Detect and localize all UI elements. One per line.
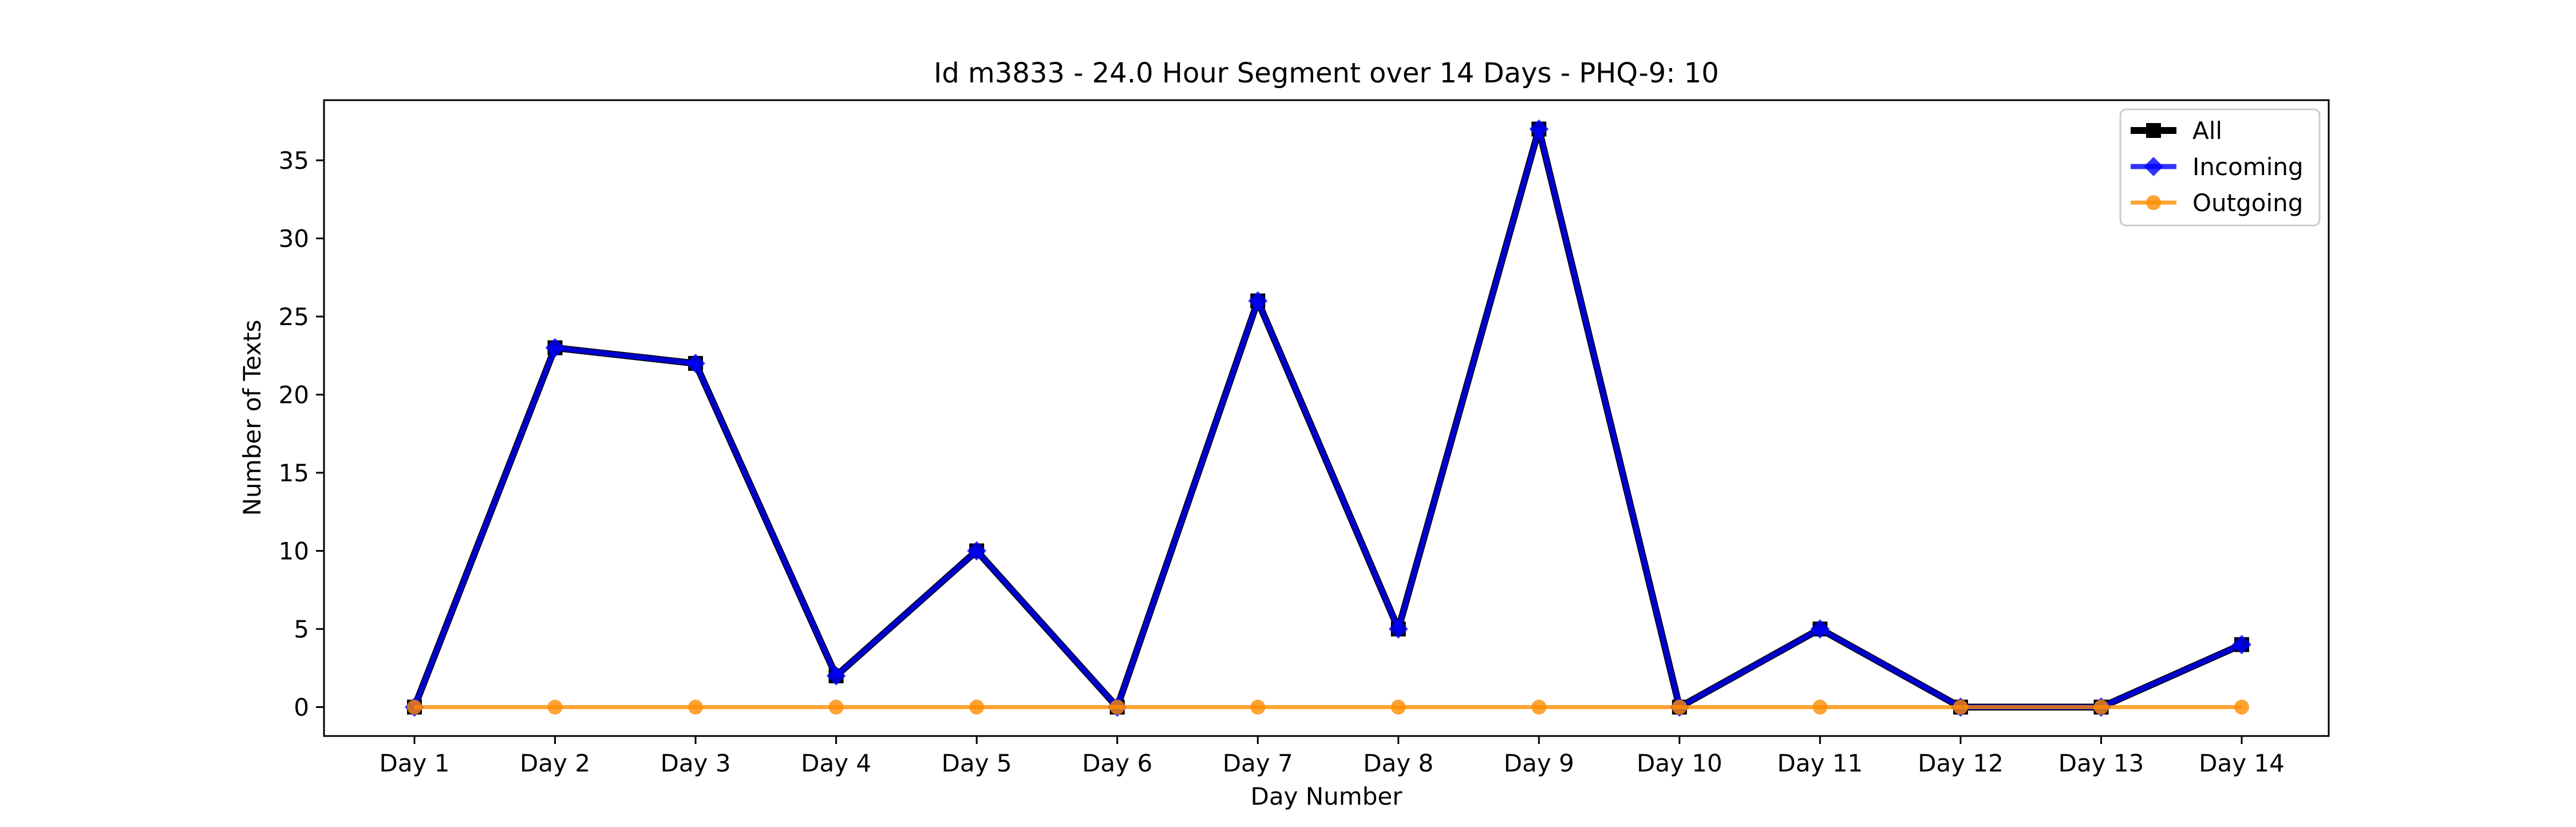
data-point <box>1109 699 1125 715</box>
y-tick-label: 15 <box>279 459 309 487</box>
data-point <box>2093 699 2109 715</box>
data-point <box>547 699 563 715</box>
x-tick-label: Day 6 <box>1082 749 1152 777</box>
data-point <box>688 699 704 715</box>
series-line <box>412 126 2243 710</box>
legend-label: All <box>2192 117 2222 145</box>
data-point <box>1248 291 1268 311</box>
plot-area <box>323 99 2330 737</box>
legend-item: All <box>2131 117 2222 145</box>
x-tick-label: Day 8 <box>1363 749 1433 777</box>
y-tick-label: 30 <box>279 225 309 253</box>
data-point <box>2232 635 2251 655</box>
data-point <box>1390 699 1406 715</box>
y-tick-label: 5 <box>294 615 309 643</box>
legend-label: Outgoing <box>2192 189 2303 217</box>
data-point <box>1531 699 1547 715</box>
x-tick-label: Day 2 <box>520 749 590 777</box>
data-point <box>2234 699 2250 715</box>
x-tick-label: Day 1 <box>379 749 449 777</box>
data-point <box>686 354 705 373</box>
data-point <box>1810 619 1830 639</box>
y-tick-label: 25 <box>279 303 309 331</box>
series-outgoing <box>407 699 2250 715</box>
legend-box <box>2119 108 2321 227</box>
x-tick-label: Day 7 <box>1223 749 1293 777</box>
x-axis: Day 1 Day 2 Day 3 Day 4 Day 5 Day 6 Day 7 Day 8… <box>379 736 2285 777</box>
x-tick-label: Day 10 <box>1637 749 1722 777</box>
x-tick-label: Day 5 <box>942 749 1012 777</box>
y-axis: 0 5 10 15 20 25 30 35 <box>279 147 324 722</box>
chart-title: Id m3833 - 24.0 Hour Segment over 14 Day… <box>934 57 1719 89</box>
y-tick-label: 0 <box>294 694 309 722</box>
legend-item: Incoming <box>2131 153 2304 181</box>
y-tick-label: 35 <box>279 147 309 175</box>
x-tick-label: Day 3 <box>661 749 731 777</box>
data-point <box>1250 699 1266 715</box>
x-tick-label: Day 9 <box>1504 749 1574 777</box>
legend-item: Outgoing <box>2131 189 2303 217</box>
y-axis-label: Number of Texts <box>238 320 266 516</box>
data-point <box>1812 699 1828 715</box>
data-point <box>826 666 846 686</box>
data-point <box>545 338 565 358</box>
data-point <box>1953 699 1968 715</box>
x-tick-label: Day 4 <box>801 749 871 777</box>
x-tick-label: Day 12 <box>1918 749 2004 777</box>
data-point <box>2146 195 2161 210</box>
legend: All Incoming Outgoing <box>2119 108 2321 227</box>
x-axis-label: Day Number <box>1250 782 1402 810</box>
data-point <box>967 541 987 561</box>
data-point <box>1388 619 1408 639</box>
series-layer <box>405 119 2251 717</box>
data-point <box>407 699 422 715</box>
legend-label: Incoming <box>2192 153 2304 181</box>
x-tick-label: Day 14 <box>2199 749 2285 777</box>
data-point <box>1672 699 1687 715</box>
data-point <box>828 699 844 715</box>
x-tick-label: Day 13 <box>2059 749 2144 777</box>
data-point <box>969 699 985 715</box>
y-tick-label: 20 <box>279 381 309 409</box>
data-point <box>2144 157 2163 176</box>
data-point <box>1529 119 1549 139</box>
data-point <box>2146 123 2161 138</box>
y-tick-label: 10 <box>279 537 309 565</box>
x-tick-label: Day 11 <box>1777 749 1863 777</box>
